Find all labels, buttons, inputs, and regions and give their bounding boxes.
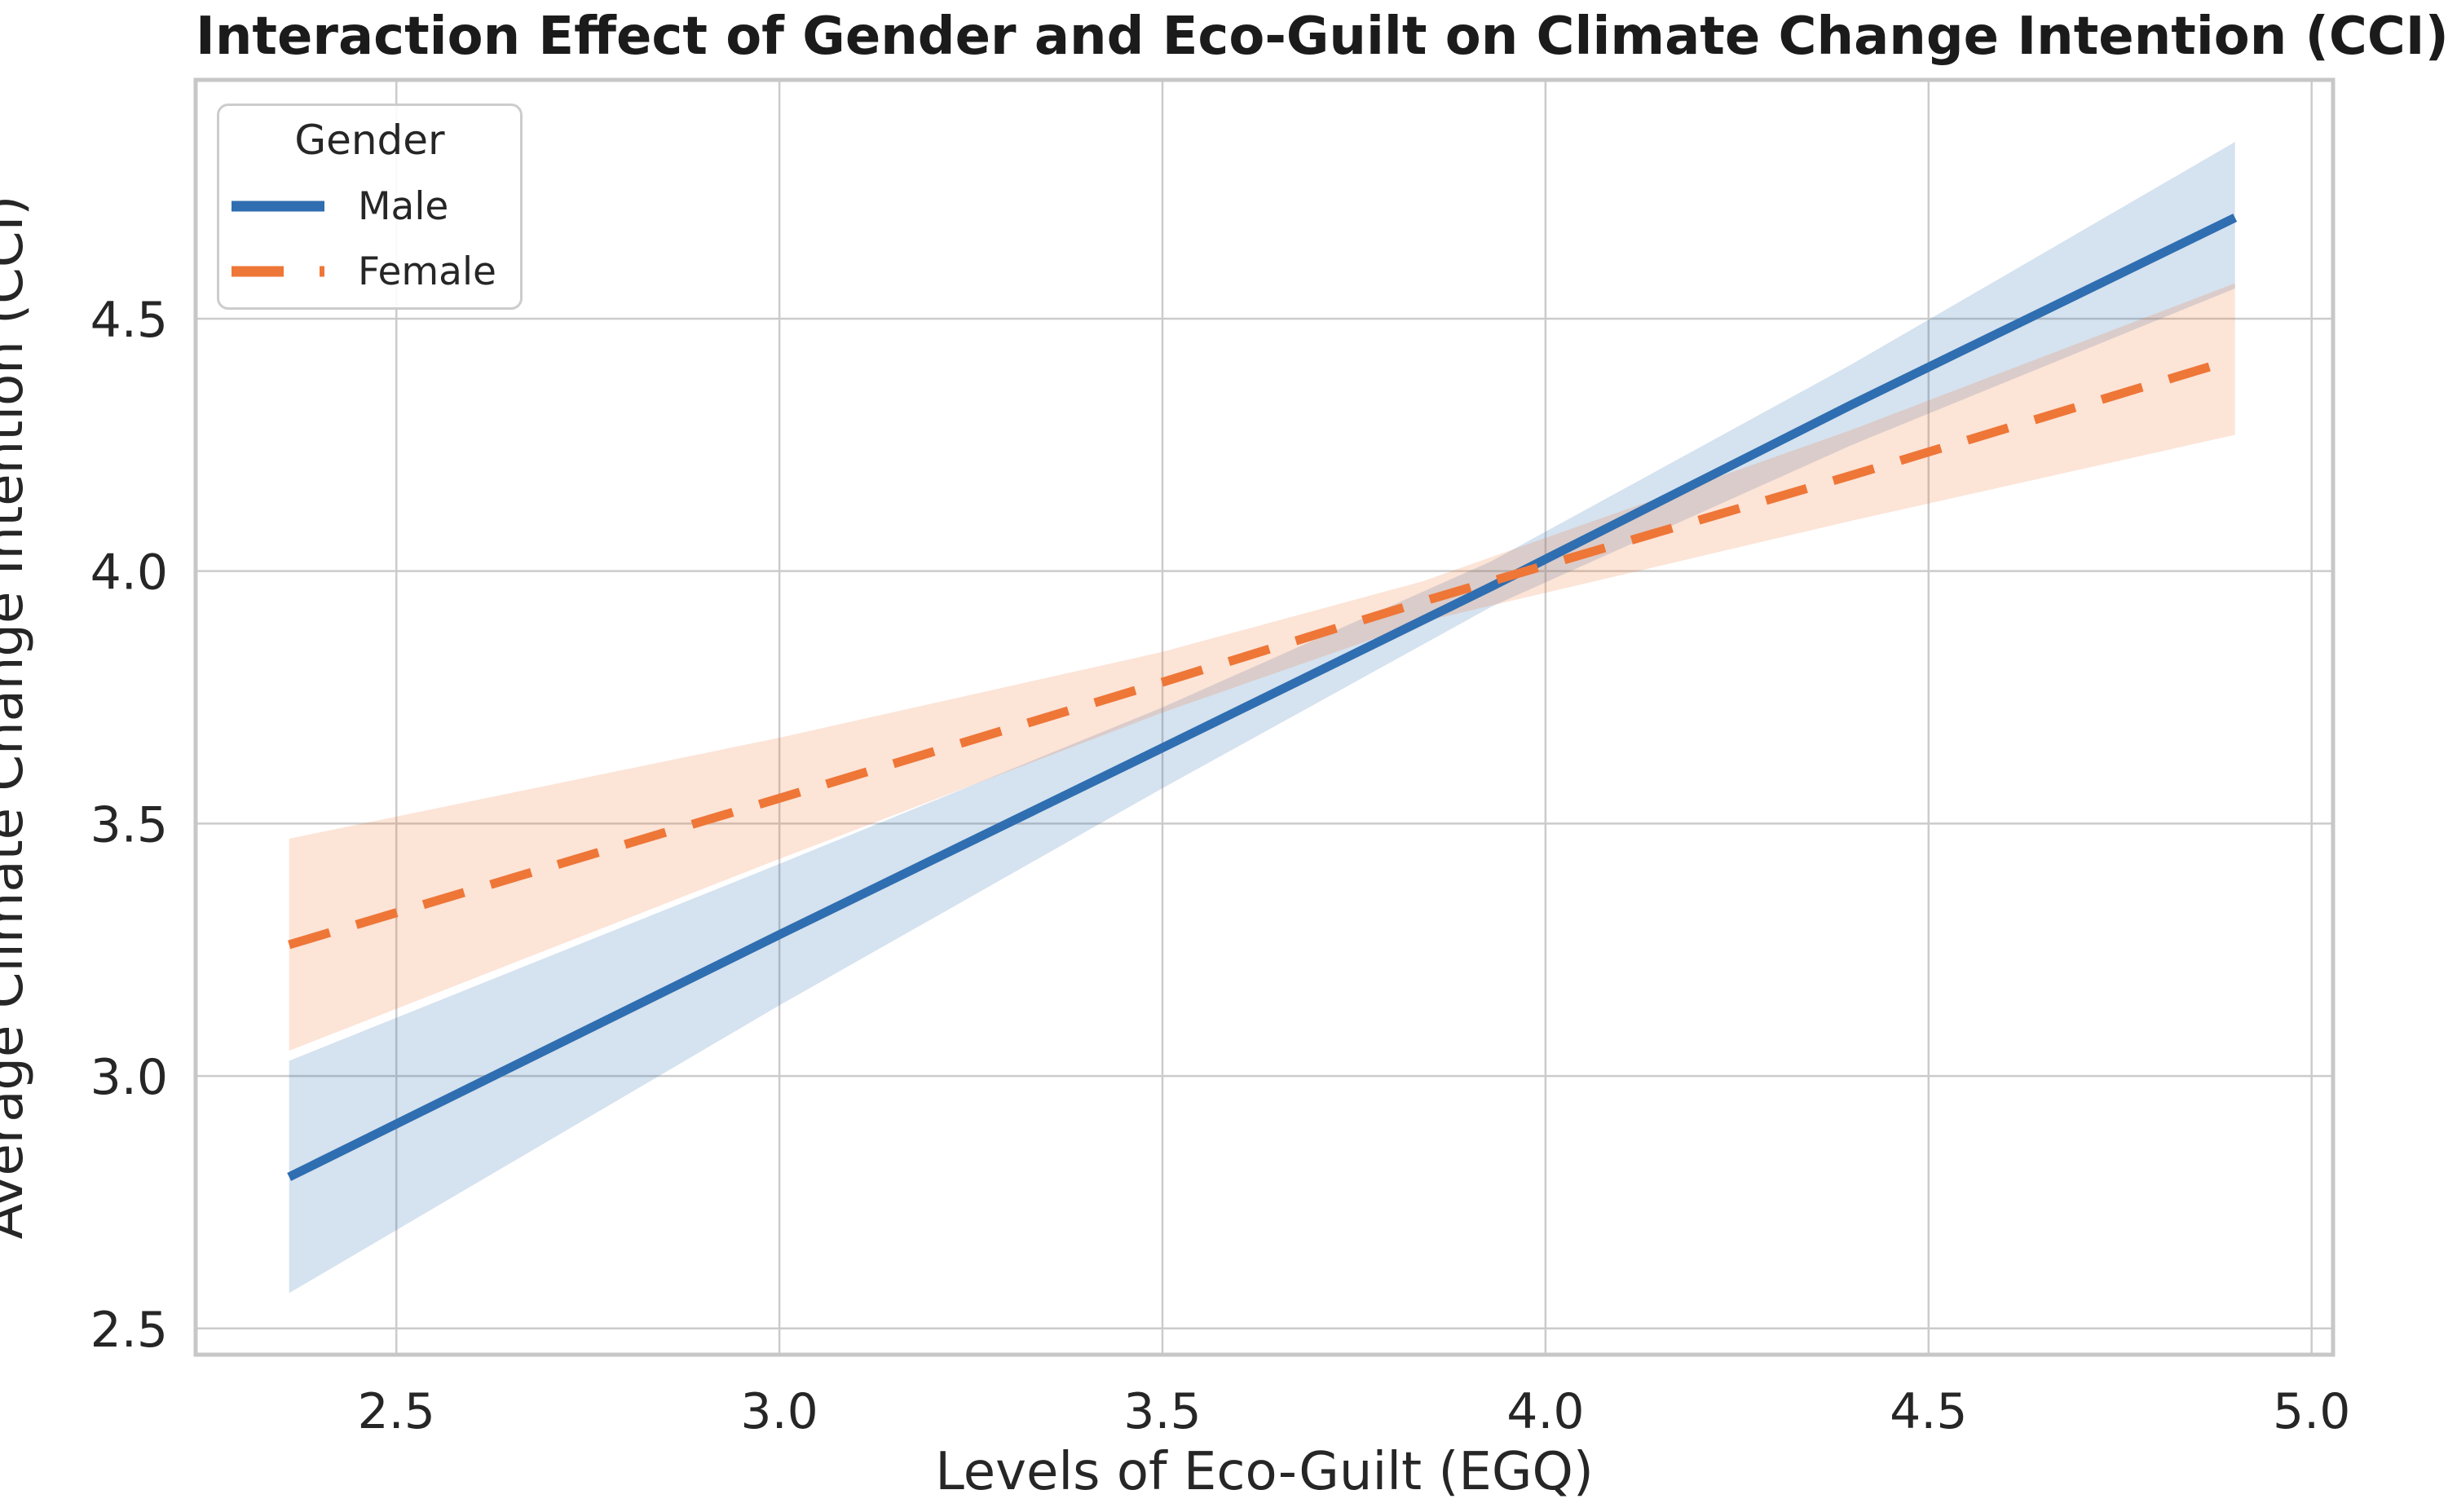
- legend-line-male-icon: [232, 201, 324, 212]
- axes-frame: [193, 77, 2336, 1357]
- chart-title: Interaction Effect of Gender and Eco-Gui…: [196, 7, 2448, 67]
- legend-entry-female: Female: [231, 248, 520, 295]
- legend-label-female: Female: [358, 249, 496, 294]
- x-tick-label: 5.0: [2273, 1383, 2350, 1440]
- y-tick-label: 2.5: [90, 1302, 168, 1359]
- y-axis-label-text: Average Climate Change Intention (CCI): [0, 195, 35, 1240]
- legend-title: Gender: [294, 117, 445, 164]
- x-tick-label: 2.5: [358, 1383, 435, 1440]
- y-tick-label: 3.0: [90, 1049, 168, 1106]
- y-tick-label: 3.5: [90, 796, 168, 853]
- y-tick-label: 4.5: [90, 292, 168, 349]
- ci-band-female: [289, 283, 2235, 1051]
- trend-line-male: [287, 214, 2238, 1181]
- ci-band-male: [289, 142, 2235, 1294]
- trend-line-female: [288, 355, 2237, 950]
- legend-label-male: Male: [358, 183, 449, 229]
- x-tick-label: 4.0: [1506, 1383, 1584, 1440]
- x-axis-label: Levels of Eco-Guilt (EGQ): [935, 1442, 1594, 1502]
- x-tick-label: 3.0: [740, 1383, 818, 1440]
- legend-entry-male: Male: [231, 183, 520, 230]
- y-tick-label: 4.0: [90, 544, 168, 602]
- legend: Gender Male Female: [217, 104, 523, 310]
- x-tick-label: 4.5: [1890, 1383, 1967, 1440]
- legend-line-female-icon: [232, 266, 324, 277]
- x-tick-label: 3.5: [1123, 1383, 1201, 1440]
